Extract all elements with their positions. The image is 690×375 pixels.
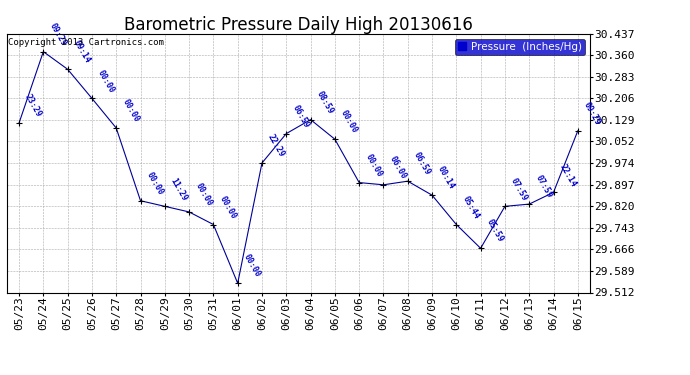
Text: 00:00: 00:00 [96,68,117,94]
Text: 07:59: 07:59 [533,174,553,200]
Text: 05:44: 05:44 [460,194,481,220]
Text: 00:00: 00:00 [145,170,165,196]
Title: Barometric Pressure Daily High 20130616: Barometric Pressure Daily High 20130616 [124,16,473,34]
Text: 00:00: 00:00 [120,98,141,124]
Text: 06:59: 06:59 [412,151,432,177]
Text: 00:00: 00:00 [242,253,262,279]
Text: 09:29: 09:29 [582,100,602,127]
Text: 06:00: 06:00 [388,154,408,181]
Text: 05:59: 05:59 [485,218,505,244]
Text: 00:00: 00:00 [217,194,238,220]
Text: 00:00: 00:00 [193,182,214,208]
Text: 06:59: 06:59 [290,103,310,129]
Text: 23:29: 23:29 [23,93,43,119]
Text: Copyright 2013 Cartronics.com: Copyright 2013 Cartronics.com [8,38,164,46]
Text: 09:14: 09:14 [72,39,92,65]
Text: 00:00: 00:00 [364,152,384,178]
Text: 09:29: 09:29 [48,21,68,48]
Text: 08:59: 08:59 [315,89,335,116]
Text: 00:00: 00:00 [339,109,359,135]
Text: 22:14: 22:14 [558,162,578,188]
Text: 07:59: 07:59 [509,176,529,202]
Text: 11:29: 11:29 [169,176,189,202]
Text: 22:29: 22:29 [266,133,286,159]
Legend: Pressure  (Inches/Hg): Pressure (Inches/Hg) [455,39,584,55]
Text: 00:14: 00:14 [436,165,457,191]
